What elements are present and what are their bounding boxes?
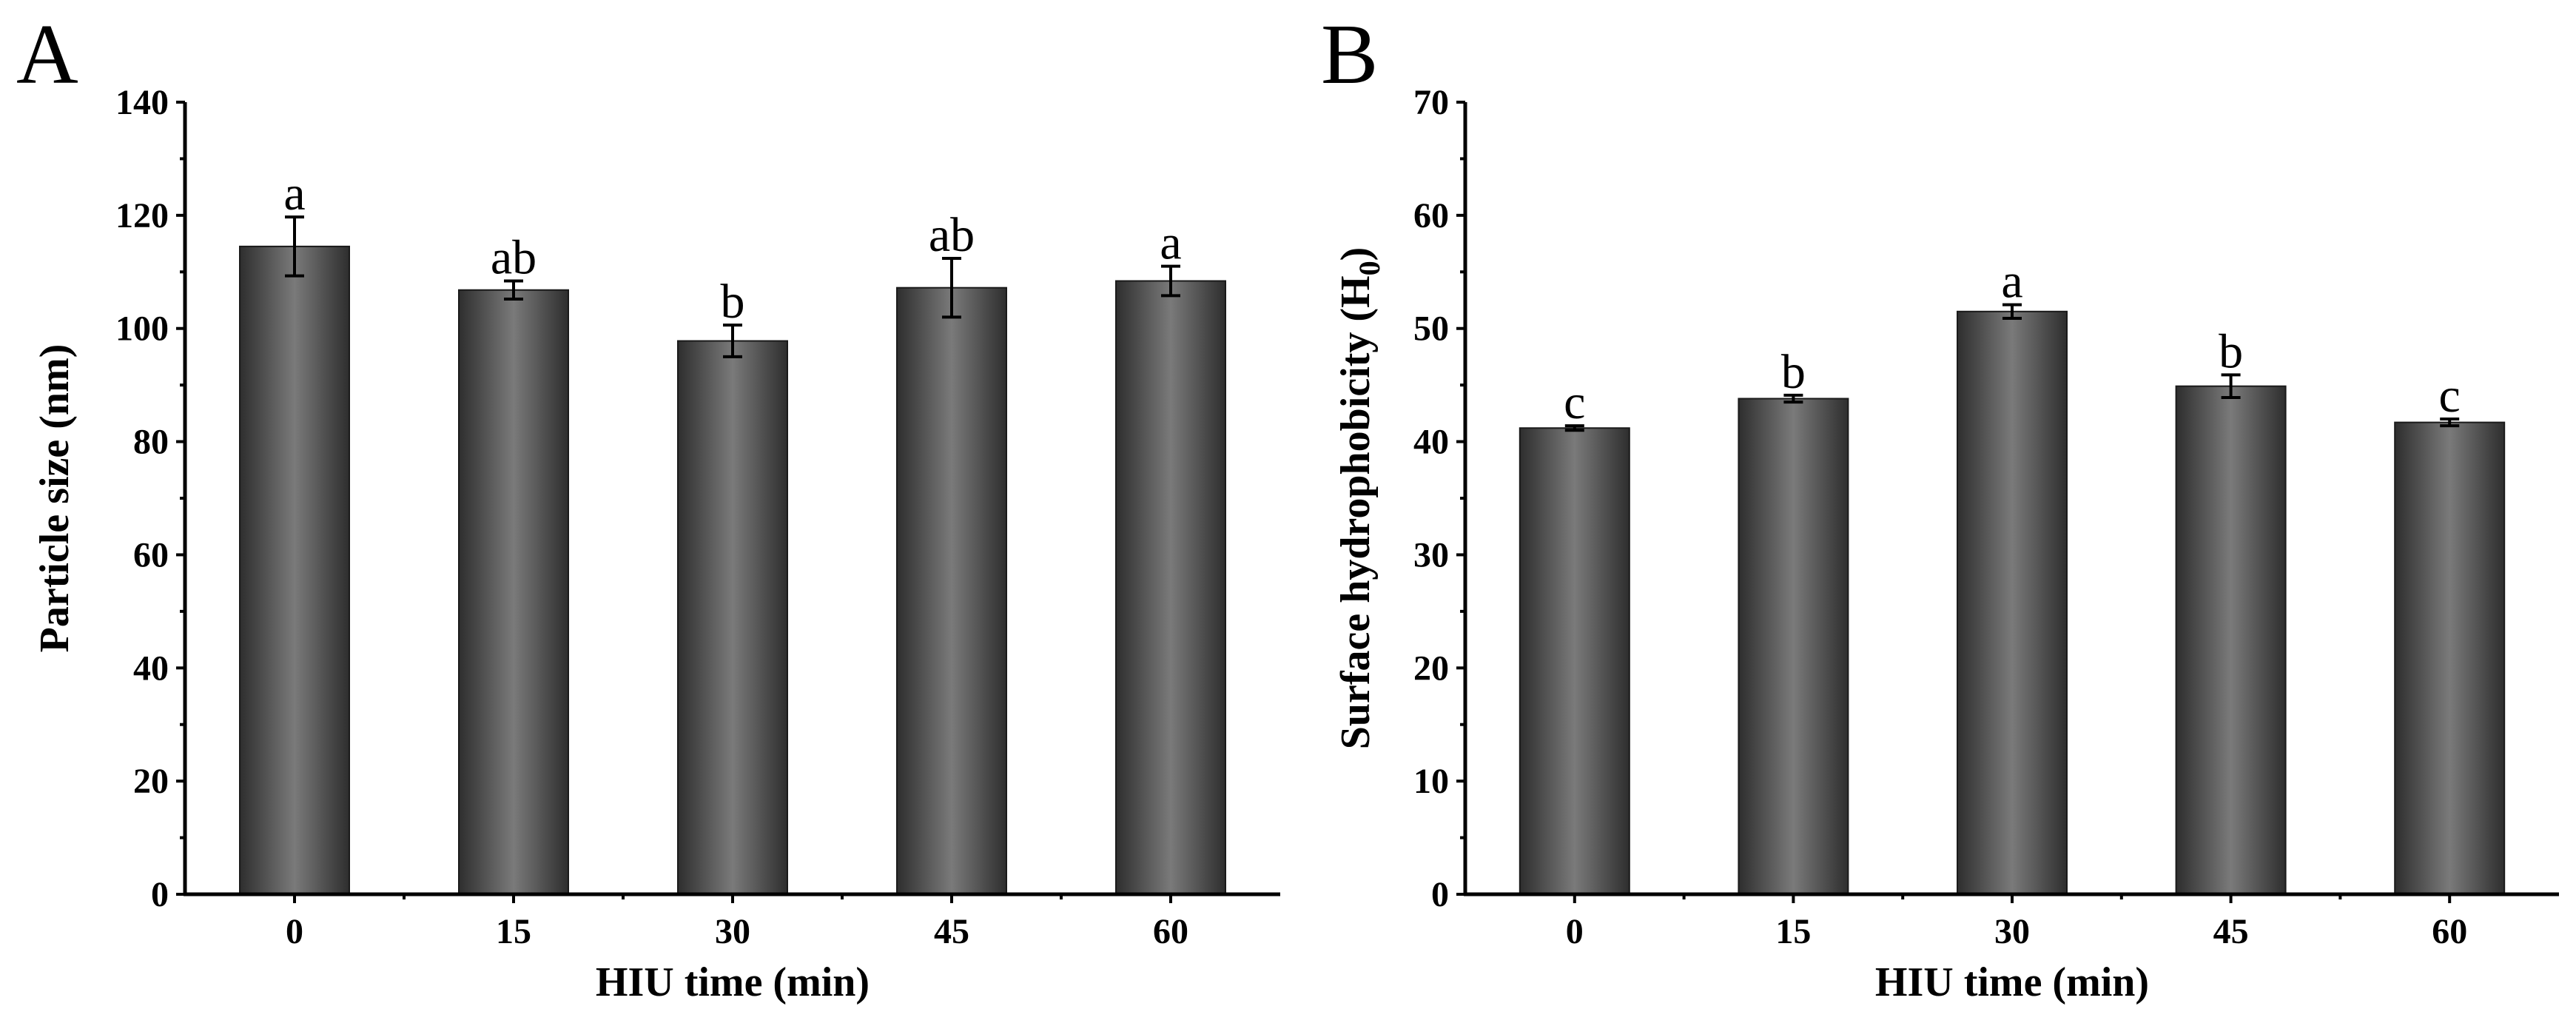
chart-b-error-bar-60: [2440, 418, 2460, 428]
chart-b-x-tick-label-15: 15: [1775, 912, 1811, 951]
chart-a-bar-15: [458, 289, 569, 895]
chart-a-x-tick-label-15: 15: [496, 912, 531, 951]
chart-b-x-tick-label-30: 30: [1994, 912, 2030, 951]
chart-a-panel-letter: A: [16, 7, 78, 102]
chart-b-bar-45: [2175, 385, 2287, 895]
chart-b-y-axis-title-suffix: ): [1333, 247, 1379, 261]
chart-a-significance-label-0: a: [283, 167, 305, 221]
chart-b-y-tick-label: 10: [1413, 762, 1449, 801]
chart-b-y-axis-title: Surface hydrophobicity (H0): [1333, 247, 1386, 750]
chart-a-bar-60: [1115, 280, 1226, 895]
chart-b-panel-letter: B: [1321, 7, 1378, 102]
chart-a-x-tick-label-60: 60: [1153, 912, 1188, 951]
chart-a-bar-45: [896, 286, 1007, 895]
chart-b-error-bar-45: [2221, 373, 2241, 399]
chart-panel-b: Bc b a b c 0 10 20 30 40 50 60 70 0 15 30 45 60 HIU time (…: [1321, 7, 2559, 1005]
chart-a-x-tick-label-45: 45: [934, 912, 969, 951]
chart-b-y-tick-label: 50: [1413, 309, 1449, 349]
chart-b-x-axis-title: HIU time (min): [1875, 959, 2149, 1005]
chart-a-x-axis-title: HIU time (min): [596, 959, 870, 1005]
chart-b-y-tick-label: 0: [1431, 875, 1449, 914]
chart-panel-a: Aa ab b ab a 0 20 40 60 80 100 120 140 0 15 30 45 60 HIU t…: [16, 7, 1280, 1005]
chart-b-y-axis-title-subscript: 0: [1353, 261, 1386, 275]
chart-b-significance-label-30: a: [2001, 255, 2022, 309]
chart-a-error-bar-45: [942, 256, 961, 319]
chart-b-y-tick-label: 60: [1413, 196, 1449, 235]
chart-b-y-tick-label: 30: [1413, 535, 1449, 574]
chart-b-bar-60: [2394, 421, 2506, 895]
chart-b-error-bar-30: [2002, 303, 2022, 320]
chart-b-bar-0: [1519, 427, 1630, 895]
chart-b-error-bar-0: [1564, 424, 1584, 432]
chart-a-x-tick-label-30: 30: [715, 912, 750, 951]
chart-a-y-tick-label: 100: [115, 309, 169, 349]
chart-a-y-axis-title: Particle size (nm): [32, 344, 78, 653]
chart-a-significance-label-60: a: [1160, 216, 1181, 270]
chart-b-x-tick-label-45: 45: [2213, 912, 2249, 951]
chart-a-error-bar-15: [504, 279, 523, 301]
chart-b-y-tick-label: 40: [1413, 423, 1449, 462]
chart-a-x-tick-label-0: 0: [286, 912, 303, 951]
chart-a-y-axis-title-main: Particle size (nm): [32, 344, 78, 653]
chart-a-error-bar-30: [723, 324, 742, 358]
chart-a-significance-label-30: b: [721, 275, 745, 329]
chart-b-significance-label-0: c: [1564, 375, 1585, 429]
chart-b-bar-15: [1738, 398, 1849, 895]
chart-a-y-tick-label: 40: [133, 648, 169, 688]
chart-b-significance-label-60: c: [2439, 369, 2461, 423]
chart-a-bar-30: [677, 340, 788, 895]
chart-a-bar-0: [239, 245, 350, 895]
chart-a-error-bar-60: [1161, 264, 1180, 298]
chart-a-significance-label-15: ab: [491, 231, 537, 285]
chart-b-x-tick-label-0: 0: [1566, 912, 1584, 951]
chart-a-significance-label-45: ab: [929, 208, 975, 262]
chart-b-y-axis-title-main: Surface hydrophobicity (H: [1333, 275, 1379, 749]
chart-a-y-tick-label: 140: [115, 83, 169, 122]
chart-b-significance-label-15: b: [1781, 345, 1806, 399]
chart-b-bar-30: [1957, 310, 2068, 895]
chart-a-y-tick-label: 0: [151, 875, 169, 914]
chart-a-y-tick-label: 60: [133, 535, 169, 574]
chart-b-error-bar-15: [1783, 393, 1803, 404]
chart-a-y-tick-label: 120: [115, 196, 169, 235]
chart-b-y-tick-label: 20: [1413, 648, 1449, 688]
chart-b-y-tick-label: 70: [1413, 83, 1449, 122]
chart-b-significance-label-45: b: [2219, 324, 2243, 378]
chart-a-y-tick-label: 80: [133, 423, 169, 462]
chart-a-error-bar-0: [285, 215, 304, 278]
chart-b-x-tick-label-60: 60: [2432, 912, 2467, 951]
chart-a-y-tick-label: 20: [133, 762, 169, 801]
